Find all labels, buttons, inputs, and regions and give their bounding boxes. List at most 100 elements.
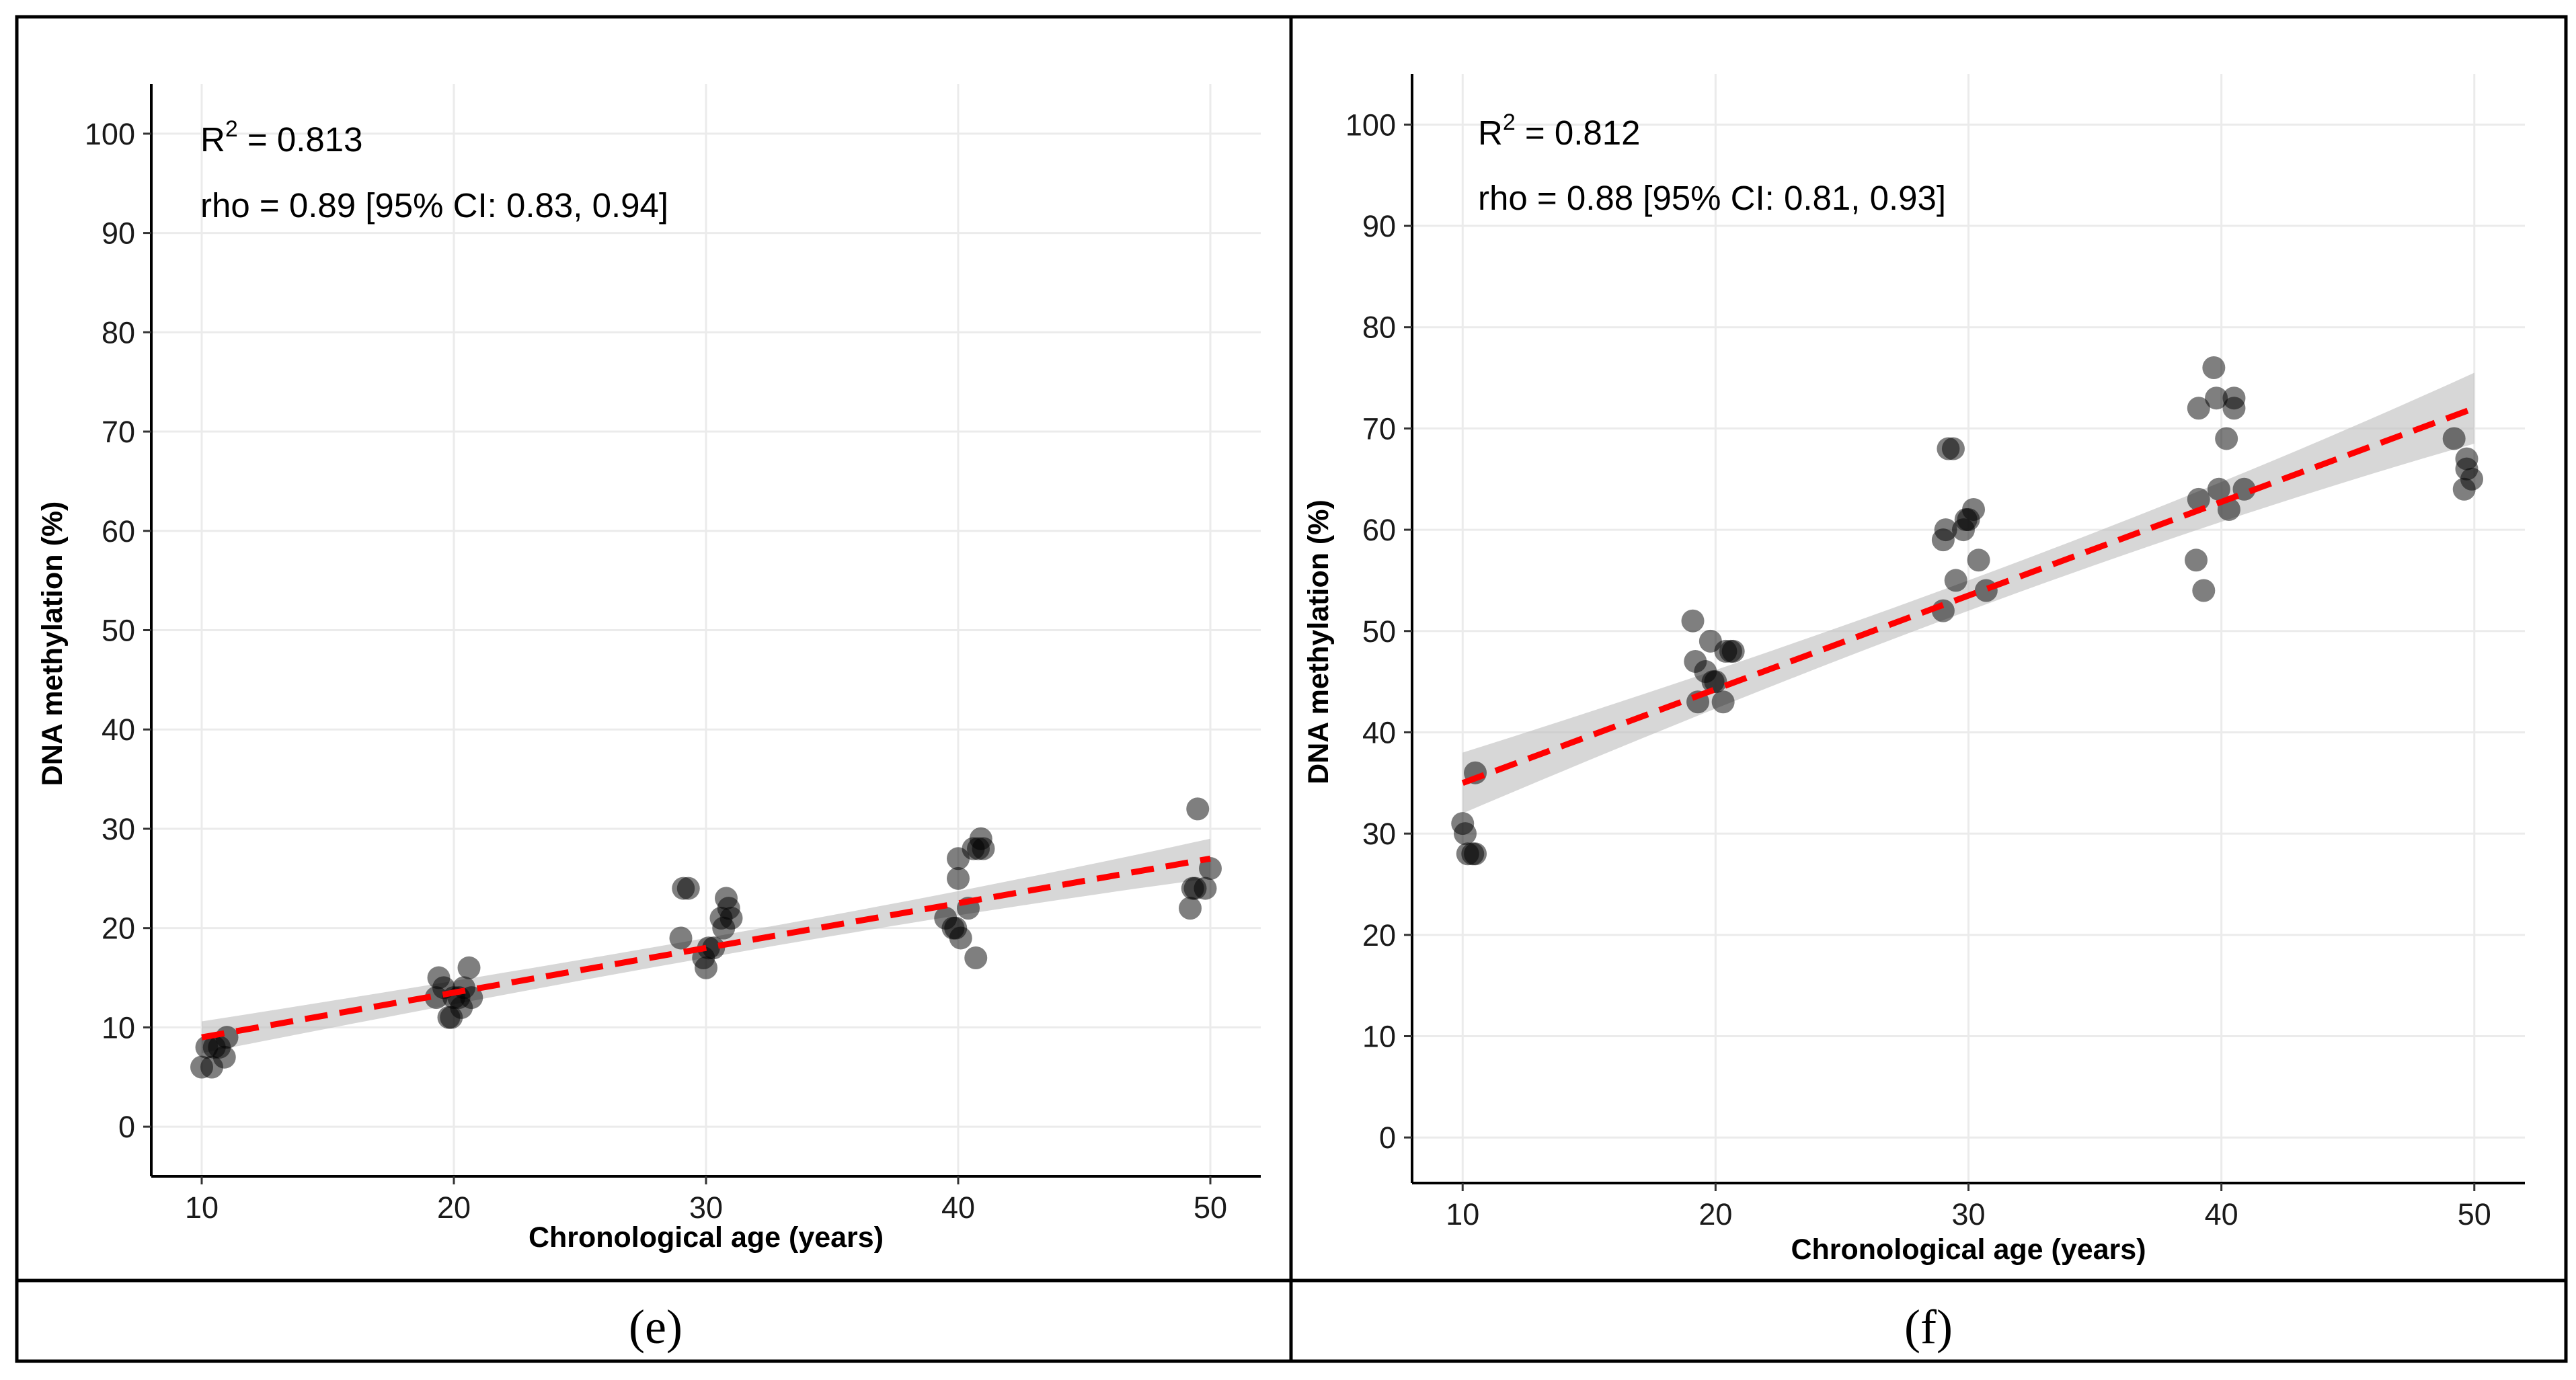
x-tick-label: 10 bbox=[185, 1190, 219, 1225]
data-point bbox=[2442, 427, 2466, 450]
x-tick-label: 40 bbox=[2205, 1197, 2238, 1231]
y-tick-label: 30 bbox=[1362, 817, 1396, 851]
x-tick-label: 30 bbox=[689, 1190, 723, 1225]
data-point bbox=[2187, 397, 2210, 420]
axes bbox=[143, 84, 1261, 1184]
data-point bbox=[1711, 690, 1735, 714]
y-tick-label: 10 bbox=[1362, 1020, 1396, 1054]
y-tick-label: 70 bbox=[102, 415, 135, 449]
data-points bbox=[1451, 356, 2484, 866]
y-tick-label: 90 bbox=[102, 216, 135, 251]
r-squared-value: = 0.812 bbox=[1516, 114, 1641, 152]
y-tick-label: 0 bbox=[1379, 1121, 1396, 1155]
data-point bbox=[2192, 579, 2216, 602]
y-tick-label: 90 bbox=[1362, 209, 1396, 243]
y-tick-label: 10 bbox=[102, 1010, 135, 1045]
y-tick-label: 60 bbox=[102, 514, 135, 549]
data-point bbox=[2232, 477, 2256, 501]
r-squared-superscript: 2 bbox=[1503, 110, 1516, 135]
regression-line bbox=[1461, 405, 2476, 786]
data-point bbox=[2205, 387, 2228, 410]
data-points bbox=[190, 797, 1222, 1079]
data-point bbox=[1681, 609, 1705, 633]
data-point bbox=[695, 956, 717, 979]
data-point bbox=[212, 1045, 236, 1069]
y-axis-title: DNA methylation (%) bbox=[1302, 499, 1335, 784]
data-point bbox=[1721, 639, 1745, 663]
x-tick-label: 50 bbox=[1194, 1190, 1227, 1225]
data-point bbox=[2202, 356, 2226, 379]
grid bbox=[1412, 74, 2525, 1183]
data-point bbox=[702, 936, 726, 960]
x-tick-label: 20 bbox=[1699, 1197, 1732, 1231]
y-tick-label: 60 bbox=[1362, 513, 1396, 547]
x-axis-title: Chronological age (years) bbox=[1791, 1233, 2146, 1266]
data-point bbox=[1962, 497, 1986, 521]
data-point bbox=[1464, 842, 1487, 866]
tick-labels: 0 10 20 30 40 50 60 70 80 90 100 10 20 30 40 50 bbox=[85, 117, 1227, 1225]
data-point bbox=[1453, 822, 1477, 846]
data-point bbox=[1704, 670, 1727, 694]
x-tick-label: 20 bbox=[437, 1190, 471, 1225]
y-tick-label: 80 bbox=[102, 315, 135, 350]
y-tick-label: 20 bbox=[1362, 918, 1396, 952]
r-squared-annotation: R2 = 0.812 bbox=[1478, 110, 1641, 152]
scatter-panel-f: 0 10 20 30 40 50 60 70 80 90 100 10 20 30 40 50 R2 = 0.… bbox=[1302, 74, 2525, 1354]
data-point bbox=[1941, 437, 1965, 460]
data-point bbox=[972, 837, 995, 860]
data-point bbox=[1967, 549, 1990, 572]
rho-annotation: rho = 0.89 [95% CI: 0.83, 0.94] bbox=[200, 186, 668, 225]
x-tick-label: 40 bbox=[941, 1190, 975, 1225]
data-point bbox=[1944, 569, 1967, 592]
y-tick-label: 100 bbox=[85, 117, 135, 151]
panel-label-f: (f) bbox=[1904, 1300, 1953, 1354]
scatter-panel-e: 0 10 20 30 40 50 60 70 80 90 100 10 20 30 40 50 R2 = 0.… bbox=[36, 84, 1261, 1354]
data-point bbox=[1974, 579, 1998, 602]
data-point bbox=[2222, 397, 2246, 420]
data-point bbox=[2215, 427, 2238, 450]
r-squared-value: = 0.813 bbox=[238, 120, 363, 159]
data-point bbox=[2460, 467, 2484, 491]
data-point bbox=[1934, 518, 1957, 542]
data-point bbox=[460, 986, 483, 1010]
axes bbox=[1404, 74, 2525, 1191]
y-tick-label: 0 bbox=[118, 1110, 135, 1144]
y-axis-title: DNA methylation (%) bbox=[36, 501, 69, 786]
data-point bbox=[2185, 549, 2208, 572]
x-axis-title: Chronological age (years) bbox=[529, 1221, 884, 1254]
y-tick-label: 50 bbox=[102, 614, 135, 648]
data-point bbox=[2207, 477, 2230, 501]
y-tick-label: 100 bbox=[1345, 108, 1396, 142]
r-squared-label: R bbox=[200, 120, 225, 159]
x-tick-label: 30 bbox=[1951, 1197, 1985, 1231]
rho-annotation: rho = 0.88 [95% CI: 0.81, 0.93] bbox=[1478, 179, 1946, 217]
data-point bbox=[964, 946, 988, 969]
data-point bbox=[457, 956, 481, 979]
x-tick-label: 50 bbox=[2458, 1197, 2491, 1231]
figure-frame bbox=[15, 15, 2568, 1363]
data-point bbox=[949, 926, 972, 950]
y-tick-label: 40 bbox=[1362, 715, 1396, 749]
r-squared-superscript: 2 bbox=[225, 116, 238, 142]
data-point bbox=[1186, 797, 1210, 821]
data-point bbox=[669, 926, 693, 950]
data-point bbox=[947, 866, 970, 890]
y-tick-label: 20 bbox=[102, 911, 135, 946]
y-tick-label: 40 bbox=[102, 713, 135, 747]
data-point bbox=[1199, 857, 1222, 881]
y-tick-label: 50 bbox=[1362, 614, 1396, 649]
grid bbox=[151, 84, 1261, 1176]
tick-labels: 0 10 20 30 40 50 60 70 80 90 100 10 20 30 40 50 bbox=[1345, 108, 2491, 1231]
data-point bbox=[1179, 897, 1202, 920]
y-tick-label: 80 bbox=[1362, 311, 1396, 345]
data-point bbox=[676, 877, 700, 900]
r-squared-label: R bbox=[1478, 114, 1503, 152]
panel-label-e: (e) bbox=[629, 1300, 682, 1354]
data-point bbox=[1194, 877, 1217, 900]
y-tick-label: 70 bbox=[1362, 411, 1396, 446]
regression-line bbox=[201, 855, 1211, 1041]
x-tick-label: 10 bbox=[1446, 1197, 1479, 1231]
r-squared-annotation: R2 = 0.813 bbox=[200, 116, 363, 159]
data-point bbox=[719, 906, 743, 930]
